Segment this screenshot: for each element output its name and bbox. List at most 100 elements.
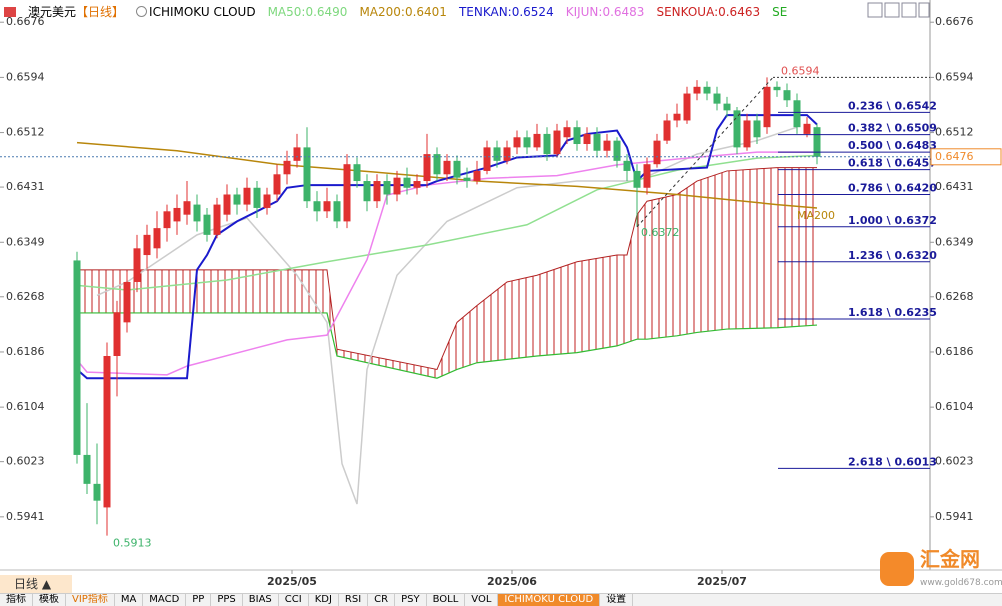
candle-body	[363, 181, 371, 202]
candle-body	[373, 181, 381, 202]
candle-body	[593, 133, 601, 151]
watermark-url: www.gold678.com	[920, 578, 1002, 588]
candle-body	[243, 187, 251, 205]
candle-body	[803, 123, 811, 134]
watermark-name: 汇金网	[920, 547, 980, 571]
candle-body	[383, 181, 391, 195]
candle-body	[553, 130, 561, 155]
tab[interactable]: PPS	[211, 594, 243, 606]
candle-body	[493, 147, 501, 161]
y-tick-label: 0.6676	[6, 15, 45, 28]
candle-body	[523, 137, 531, 148]
candle-body	[603, 140, 611, 151]
low-label: 0.6372	[641, 226, 680, 239]
tab-bar: 指标 模板 VIP指标 MA MACD PP PPS BIAS CCI KDJ RSI CR PSY BO…	[0, 593, 1002, 606]
candle-body	[503, 147, 511, 161]
tab[interactable]: 设置	[600, 594, 634, 606]
tab[interactable]: BOLL	[427, 594, 466, 606]
tab[interactable]: 模板	[33, 594, 66, 606]
candle-body	[583, 133, 591, 145]
tab[interactable]: KDJ	[309, 594, 339, 606]
y-tick-label: 0.6349	[6, 235, 45, 248]
indicator[interactable]: ICHIMOKU CLOUD	[136, 5, 256, 19]
candle-body	[723, 103, 731, 111]
indicator-name: ICHIMOKU CLOUD	[149, 4, 256, 19]
x-tick-label: 2025/06	[487, 575, 537, 588]
y-tick-label: 0.6512	[935, 126, 974, 139]
chart: 0.6676 0.6676 0.6594 0.6594 0.6512 0.6512 0.64…	[0, 0, 1002, 588]
fib-label: 1.618 \ 0.6235	[848, 306, 937, 319]
candle-body	[643, 164, 651, 188]
candle-body	[303, 147, 311, 202]
tab[interactable]: PSY	[395, 594, 427, 606]
tab[interactable]: CR	[368, 594, 396, 606]
y-tick-label: 0.6512	[6, 126, 45, 139]
candle-body	[343, 164, 351, 222]
candle-body	[193, 204, 201, 222]
tab[interactable]: ICHIMOKU CLOUD	[498, 594, 601, 606]
candle-body	[453, 160, 461, 178]
tab[interactable]: BIAS	[243, 594, 279, 606]
tab[interactable]: PP	[186, 594, 212, 606]
candle-body	[413, 181, 421, 188]
y-tick-label: 0.5941	[6, 510, 45, 523]
candle-body	[403, 177, 411, 188]
candle-body	[423, 154, 431, 182]
candle-body	[443, 160, 451, 175]
candle-body	[813, 127, 821, 157]
legend-entry: MA50:0.6490	[267, 4, 348, 19]
candle-body	[113, 312, 121, 356]
tab[interactable]: VIP指标	[66, 594, 115, 606]
candle-body	[463, 177, 471, 182]
y-tick-label: 0.6023	[6, 455, 45, 468]
legend-entry: SENKOUA:0.6463	[656, 4, 761, 19]
y-tick-label: 0.6104	[935, 400, 974, 413]
candle-body	[73, 260, 81, 455]
tab[interactable]: 指标	[0, 594, 33, 606]
cloud-lower	[77, 312, 818, 379]
candle-body	[353, 164, 361, 182]
price-box	[930, 148, 1002, 166]
tab[interactable]: RSI	[339, 594, 369, 606]
timeframe: 【日线】	[76, 5, 125, 19]
candle-body	[433, 154, 441, 175]
candle-body	[753, 120, 761, 138]
fib-label: 0.500 \ 0.6483	[848, 139, 937, 152]
candle-body	[273, 174, 281, 195]
high-label: 0.6594	[781, 64, 820, 77]
fib-label: 0.236 \ 0.6542	[848, 99, 937, 112]
candle-body	[233, 194, 241, 205]
candle-body	[483, 147, 491, 171]
candle-body	[333, 201, 341, 222]
y-tick-label: 0.6431	[6, 180, 45, 193]
candle-body	[653, 140, 661, 165]
tab[interactable]: VOL	[465, 594, 499, 606]
tab[interactable]: MA	[115, 594, 144, 606]
legend-entry: SE	[772, 4, 788, 19]
candle-body	[623, 160, 631, 171]
candle-body	[393, 177, 401, 195]
candle-body	[763, 86, 771, 128]
header-icon	[4, 6, 16, 17]
candle-body	[323, 201, 331, 212]
candle-body	[253, 187, 261, 208]
y-tick-label: 0.6104	[6, 400, 45, 413]
candle-body	[473, 170, 481, 182]
fib-label: 0.382 \ 0.6509	[848, 122, 937, 135]
candle-body	[613, 140, 621, 161]
candle-body	[733, 110, 741, 148]
candle-body	[693, 86, 701, 94]
period-button[interactable]: 日线 ▲	[0, 575, 72, 593]
candle-body	[103, 355, 111, 508]
x-tick-label: 2025/05	[267, 575, 317, 588]
candle-body	[663, 120, 671, 141]
candle-body	[203, 214, 211, 235]
legend-entry: TENKAN:0.6524	[458, 4, 554, 19]
tab[interactable]: MACD	[143, 594, 187, 606]
header: 澳元美元【日线】 ICHIMOKU CLOUD MA50:0.6490 MA200…	[4, 3, 787, 20]
tab[interactable]: CCI	[279, 594, 309, 606]
symbol: 澳元美元	[28, 5, 77, 19]
toolbar-icons[interactable]	[867, 2, 930, 18]
legend-entry: MA200:0.6401	[359, 4, 447, 19]
y-tick-label: 0.6023	[935, 455, 974, 468]
